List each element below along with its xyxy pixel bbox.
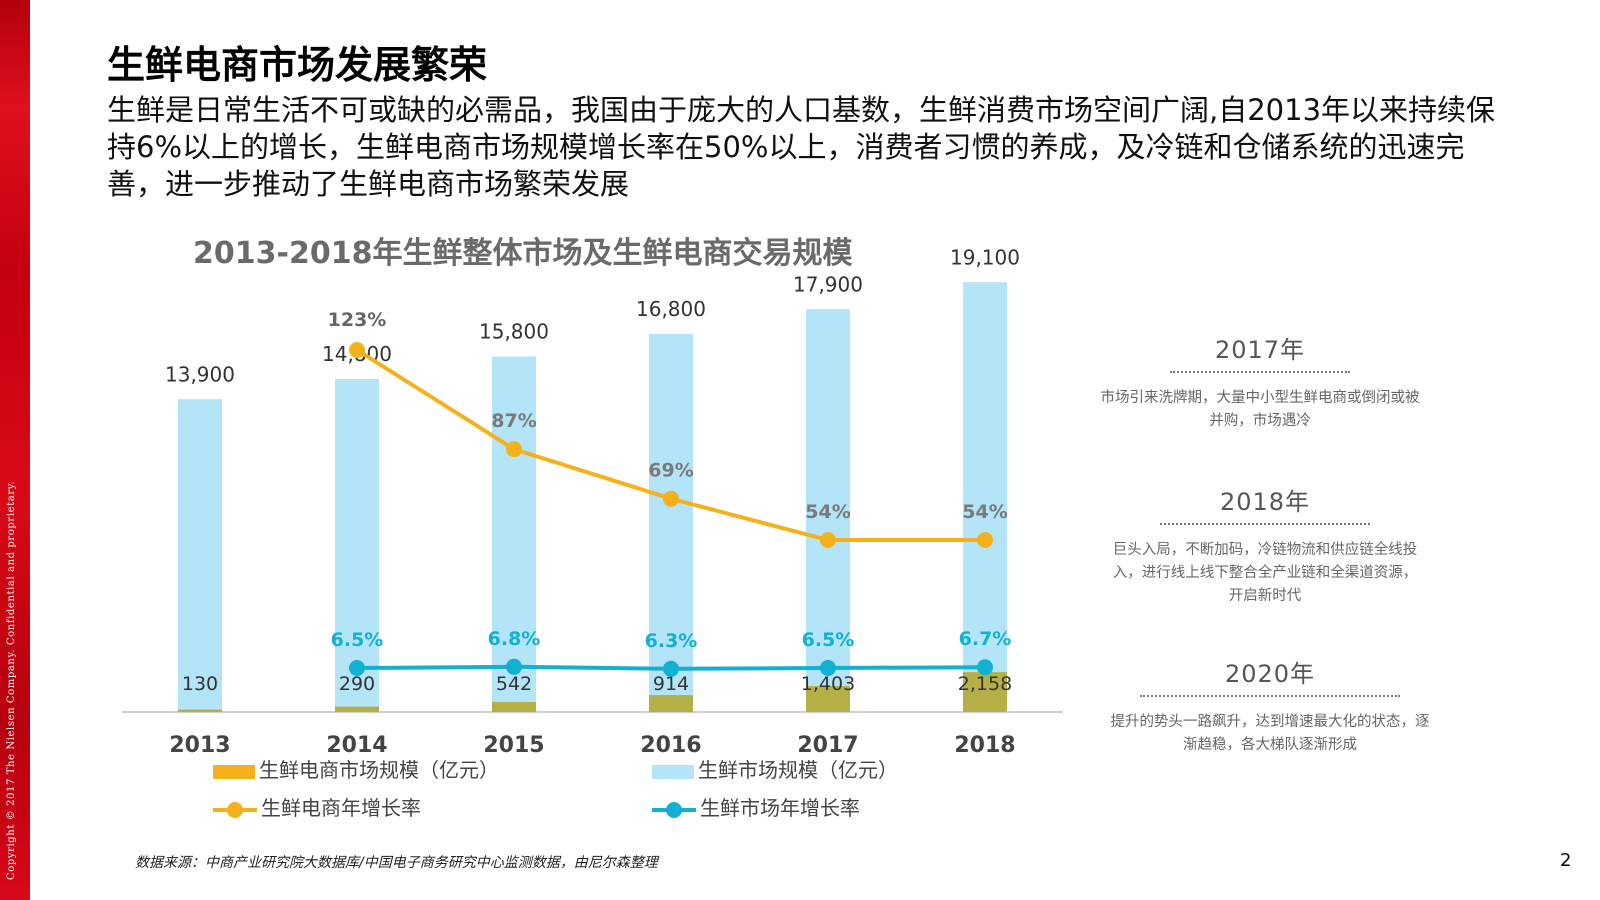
legend-item-market-growth: 生鲜市场年增长率	[652, 792, 860, 821]
market-growth-label-2018: 6.7%	[959, 628, 1012, 650]
ecommerce-growth-point-2015	[506, 441, 522, 458]
bar-ecommerce-size-2016	[649, 695, 693, 712]
ecommerce-growth-point-2014	[349, 342, 365, 358]
bar-market-size-2013	[178, 399, 222, 712]
chart-title: 2013-2018年生鲜整体市场及生鲜电商交易规模	[193, 236, 853, 271]
legend-label: 生鲜市场规模（亿元）	[698, 758, 898, 782]
timeline-year: 2020年	[1224, 660, 1316, 688]
x-tick-2018: 2018	[954, 733, 1015, 758]
legend-item-ecommerce-size: 生鲜电商市场规模（亿元）	[213, 754, 499, 783]
legend-swatch-market-size	[652, 764, 694, 779]
x-tick-2014: 2014	[326, 733, 387, 758]
ecommerce-growth-point-2018	[977, 532, 993, 548]
label-market-size-2013: 13,900	[165, 362, 235, 386]
bar-ecommerce-size-2018	[963, 672, 1007, 712]
timeline-text: 提升的势头一路飙升，达到增速最大化的状态，逐渐趋稳，各大梯队逐渐形成	[1110, 714, 1430, 753]
bar-market-size-2017	[806, 309, 850, 712]
bar-market-size-2018	[963, 282, 1007, 712]
x-tick-2016: 2016	[640, 733, 701, 758]
market-growth-label-2017: 6.5%	[802, 629, 855, 651]
label-market-size-2016: 16,800	[636, 297, 706, 321]
bar-ecommerce-size-2015	[492, 701, 536, 712]
market-growth-point-2017	[820, 660, 836, 676]
timeline-divider	[1160, 523, 1370, 525]
timeline-text: 巨头入局，不断加码，冷链物流和供应链全线投入，进行线上线下整合全产业链和全渠道资…	[1112, 542, 1418, 604]
legend-swatch-ecommerce-size	[213, 764, 255, 779]
x-tick-2017: 2017	[797, 733, 858, 758]
label-ecommerce-size-2015: 542	[496, 673, 532, 695]
timeline-divider	[1170, 371, 1350, 373]
label-ecommerce-size-2013: 130	[182, 673, 218, 695]
label-market-size-2015: 15,800	[479, 320, 549, 344]
market-growth-point-2015	[506, 658, 522, 675]
bar-ecommerce-size-2013	[178, 709, 222, 712]
label-ecommerce-size-2018: 2,158	[958, 673, 1012, 695]
ecommerce-growth-label-2014: 123%	[328, 309, 387, 331]
legend-label: 生鲜市场年增长率	[700, 796, 860, 820]
timeline-2020: 2020年 提升的势头一路飙升，达到增速最大化的状态，逐渐趋稳，各大梯队逐渐形成	[1110, 654, 1430, 757]
market-growth-label-2014: 6.5%	[331, 629, 384, 651]
x-tick-2015: 2015	[483, 733, 544, 758]
legend-item-market-size: 生鲜市场规模（亿元）	[652, 754, 898, 783]
left-red-band: Copyright © 2017 The Nielsen Company. Co…	[0, 0, 30, 900]
bar-ecommerce-size-2014	[335, 706, 379, 712]
ecommerce-growth-label-2016: 69%	[648, 460, 693, 482]
legend-item-ecommerce-growth: 生鲜电商年增长率	[213, 792, 421, 821]
timeline-year: 2017年	[1214, 336, 1306, 364]
label-ecommerce-size-2017: 1,403	[801, 673, 855, 695]
bar-market-size-2014	[335, 379, 379, 712]
legend-swatch-ecommerce-growth	[213, 801, 257, 818]
timeline-divider	[1140, 695, 1400, 697]
legend-swatch-market-growth	[652, 801, 696, 818]
bar-ecommerce-size-2017	[806, 686, 850, 712]
intro-paragraph: 生鲜是日常生活不可或缺的必需品，我国由于庞大的人口基数，生鲜消费市场空间广阔,自…	[107, 93, 1496, 201]
market-growth-point-2018	[977, 659, 993, 676]
page-number: 2	[1560, 850, 1572, 871]
legend-label: 生鲜电商市场规模（亿元）	[259, 758, 499, 782]
market-growth-label-2015: 6.8%	[488, 628, 541, 650]
market-growth-point-2014	[349, 660, 365, 676]
market-growth-point-2016	[663, 660, 679, 677]
timeline-2018: 2018年 巨头入局，不断加码，冷链物流和供应链全线投入，进行线上线下整合全产业…	[1110, 482, 1420, 608]
ecommerce-growth-point-2017	[820, 532, 836, 548]
ecommerce-growth-label-2015: 87%	[491, 410, 536, 432]
label-market-size-2017: 17,900	[793, 272, 863, 296]
timeline-2017: 2017年 市场引来洗牌期，大量中小型生鲜电商或倒闭或被并购，市场遇冷	[1100, 330, 1420, 433]
page-title: 生鲜电商市场发展繁荣	[107, 43, 488, 87]
data-source-note: 数据来源：中商产业研究院大数据库/中国电子商务研究中心监测数据，由尼尔森整理	[135, 855, 658, 871]
market-growth-label-2016: 6.3%	[645, 630, 698, 652]
bar-market-size-2016	[649, 334, 693, 712]
ecommerce-growth-label-2018: 54%	[962, 501, 1007, 523]
label-market-size-2018: 19,100	[950, 245, 1020, 269]
timeline-year: 2018年	[1219, 488, 1311, 516]
ecommerce-growth-label-2017: 54%	[805, 501, 850, 523]
ecommerce-growth-point-2016	[663, 490, 679, 507]
timeline-text: 市场引来洗牌期，大量中小型生鲜电商或倒闭或被并购，市场遇冷	[1100, 390, 1420, 429]
x-tick-2013: 2013	[169, 733, 230, 758]
legend-label: 生鲜电商年增长率	[261, 796, 421, 820]
label-ecommerce-size-2014: 290	[339, 673, 375, 695]
bar-market-size-2015	[492, 356, 536, 712]
label-ecommerce-size-2016: 914	[653, 673, 689, 695]
